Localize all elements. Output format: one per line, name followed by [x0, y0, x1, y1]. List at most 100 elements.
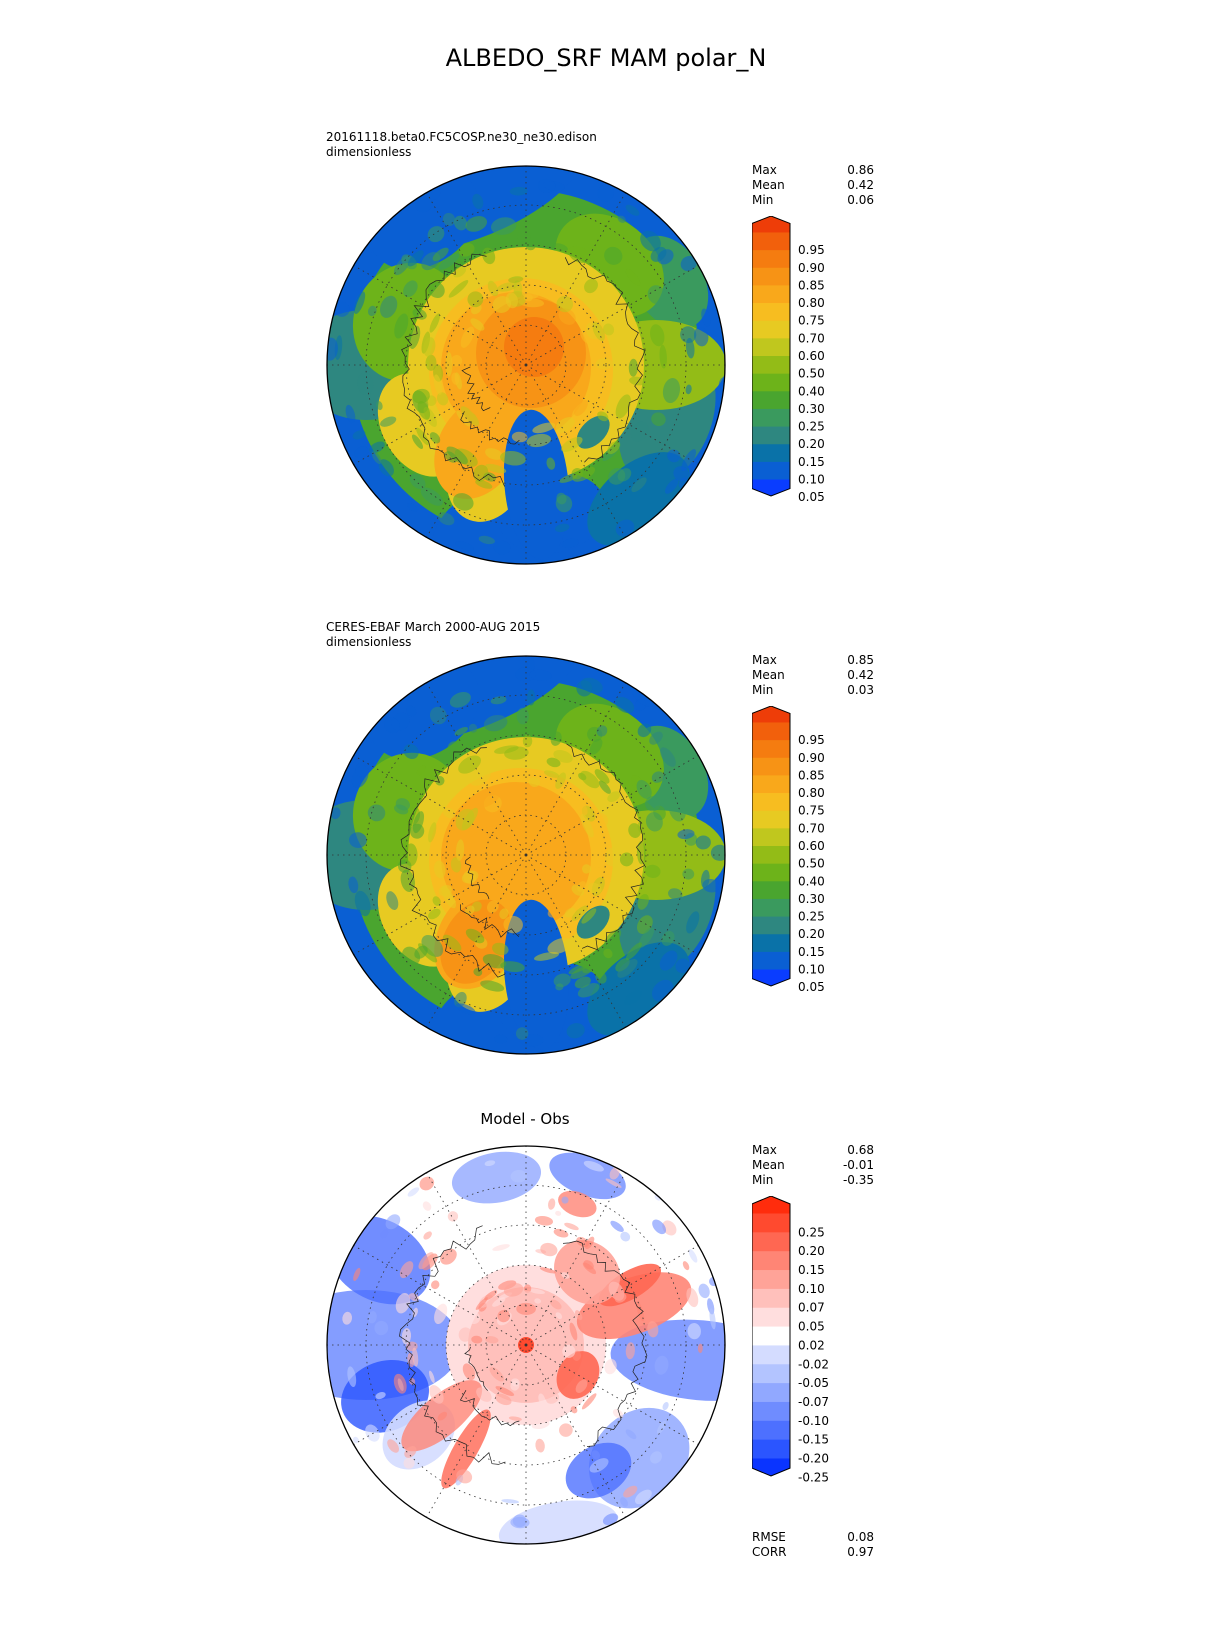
field-patch — [577, 983, 600, 998]
field-patch — [636, 1301, 645, 1322]
field-patch — [420, 487, 443, 506]
field-patch — [526, 689, 536, 706]
field-patch — [526, 433, 551, 448]
field-patch — [615, 958, 630, 972]
colorbar-tick-label: -0.02 — [798, 1357, 829, 1371]
field-patch — [529, 669, 553, 681]
colorbar-tick-label: 0.15 — [798, 945, 825, 959]
field-patch — [428, 1370, 435, 1384]
field-patch — [352, 1436, 359, 1444]
colorbar-segment — [752, 722, 790, 741]
field-patch — [645, 812, 663, 832]
field-patch — [394, 804, 409, 815]
field-patch — [414, 945, 428, 959]
field-patch — [604, 246, 623, 265]
field-patch — [555, 772, 566, 789]
field-patch — [486, 900, 499, 913]
colorbar-segment — [752, 1288, 790, 1309]
field-patch — [693, 326, 709, 347]
field-patch — [342, 1311, 353, 1325]
colorbar-segment — [752, 391, 790, 410]
field-patch — [681, 449, 697, 472]
colorbar-segment — [752, 793, 790, 812]
field-patch — [615, 394, 631, 419]
field-patch — [534, 1215, 553, 1226]
field-patch — [428, 281, 445, 298]
colorbar-tick-label: 0.60 — [798, 839, 825, 853]
panel-title-case: CERES-EBAF March 2000-AUG 2015 — [326, 620, 541, 634]
stat-label: Mean — [752, 178, 785, 192]
field-patch — [547, 905, 563, 918]
field-patch — [656, 1420, 667, 1434]
field-patch — [450, 355, 463, 367]
field-patch — [686, 911, 700, 934]
colorbar-segment — [752, 1232, 790, 1252]
field-patch — [581, 864, 592, 874]
field-patch — [582, 1262, 597, 1275]
colorbar-segment — [752, 916, 790, 935]
colorbar-segment — [752, 408, 790, 428]
field-patch — [619, 852, 634, 867]
field-patch — [395, 1293, 411, 1314]
field-patch — [454, 726, 468, 736]
field-patch — [602, 1513, 619, 1526]
field-patch — [685, 337, 695, 359]
colorbar-segment — [752, 846, 790, 865]
field-patch — [549, 1152, 626, 1200]
field-patch — [680, 326, 697, 344]
field-patch — [462, 1363, 476, 1381]
panel-title: 20161118.beta0.FC5COSP.ne30_ne30.edison … — [326, 130, 597, 160]
colorbar-segment — [752, 444, 790, 463]
field-patch — [636, 779, 652, 799]
field-patch — [640, 230, 661, 252]
field-patch — [597, 411, 609, 422]
field-patch — [665, 478, 679, 494]
field-patch — [617, 959, 638, 978]
field-patch — [556, 295, 574, 313]
field-patch — [718, 377, 725, 392]
field-patch — [449, 691, 471, 708]
field-patch — [546, 1392, 560, 1404]
colorbar-extend-min — [752, 1458, 790, 1476]
field-patch — [571, 884, 585, 896]
field-patch — [548, 1198, 556, 1210]
field-patch — [554, 523, 570, 533]
field-patch — [427, 226, 445, 243]
colorbar-segment — [752, 1307, 790, 1328]
meridian-line — [525, 755, 699, 856]
field-patch — [555, 494, 573, 513]
field-patch — [659, 950, 678, 971]
field-patch — [623, 1485, 638, 1498]
field-patch — [423, 337, 436, 357]
field-patch — [478, 535, 495, 545]
field-patch — [432, 896, 441, 906]
colorbar-outline — [752, 1196, 791, 1477]
map-boundary — [326, 655, 726, 1055]
field-patch — [593, 854, 603, 868]
field-patch — [455, 541, 474, 551]
field-patch — [553, 973, 571, 988]
field-patch — [547, 937, 573, 954]
field-patch — [445, 351, 453, 377]
field-patch — [514, 1389, 531, 1403]
field-patch — [595, 970, 607, 984]
field-patch — [532, 422, 556, 434]
field-patch — [436, 392, 449, 406]
stats-box: Max 0.86 Mean 0.42 Min 0.06 — [752, 163, 874, 208]
colorbar-segment — [752, 775, 790, 794]
colorbar-segment — [752, 426, 790, 445]
field-patch — [561, 1196, 569, 1204]
field-patch — [485, 448, 503, 460]
meridian-line — [525, 1344, 626, 1518]
field-patch — [615, 696, 635, 714]
field-patch — [408, 1293, 420, 1302]
field-patch — [331, 807, 341, 820]
colorbar-tick-label: 0.50 — [798, 367, 825, 381]
field-patch — [455, 839, 465, 861]
colorbar-segment — [752, 757, 790, 776]
field-patch — [378, 459, 394, 477]
metric-label: CORR — [752, 1545, 787, 1559]
meridian-line — [353, 265, 527, 366]
field-patch — [559, 473, 578, 483]
meridian-line — [353, 1344, 527, 1445]
